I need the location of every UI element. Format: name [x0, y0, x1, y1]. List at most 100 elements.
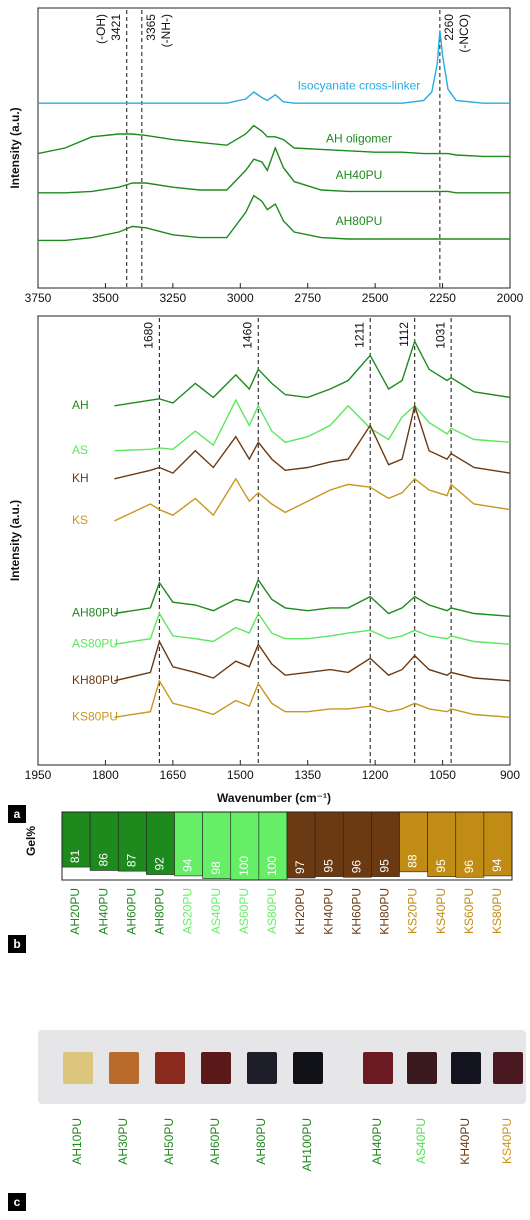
- bar: [371, 811, 400, 877]
- sample-label: AH10PU: [70, 1118, 84, 1165]
- annotation-value: 1680: [142, 322, 156, 349]
- y-axis-label: Gel%: [24, 826, 38, 856]
- spectrum-line: [114, 403, 511, 480]
- bar: [342, 811, 372, 878]
- annotation-note: (-OH): [94, 14, 108, 44]
- x-tick-label: KH40PU: [321, 888, 335, 935]
- sample-label: AS40PU: [414, 1118, 428, 1164]
- x-tick-label: 3000: [227, 291, 254, 305]
- bar-value-label: 81: [68, 849, 82, 863]
- annotation-value: 3365: [144, 14, 158, 41]
- film-sample: [109, 1052, 139, 1084]
- sample-label: AH40PU: [370, 1118, 384, 1165]
- annotation-value: 3421: [109, 14, 123, 41]
- x-tick-label: 3500: [92, 291, 119, 305]
- film-sample: [201, 1052, 231, 1084]
- series-label: KS80PU: [72, 709, 118, 723]
- annotation-note: (-NCO): [457, 14, 471, 53]
- x-tick-label: 1500: [227, 768, 254, 782]
- x-tick-label: 2500: [362, 291, 389, 305]
- spectrum-line: [114, 339, 511, 407]
- x-tick-label: 3250: [160, 291, 187, 305]
- bar-value-label: 88: [406, 854, 420, 868]
- bar-value-label: 94: [181, 858, 195, 872]
- spectrum-line: [38, 30, 510, 104]
- panel-label: c: [14, 1195, 21, 1209]
- spectrum-line: [114, 679, 511, 718]
- spectrum-line: [114, 398, 511, 452]
- x-tick-label: AH80PU: [153, 888, 167, 935]
- x-tick-label: 1800: [92, 768, 119, 782]
- spectrum-line: [114, 611, 511, 645]
- bar: [174, 811, 203, 877]
- spectrum-line: [38, 194, 510, 242]
- bar: [89, 811, 119, 871]
- x-tick-label: 1950: [25, 768, 52, 782]
- film-sample: [363, 1052, 393, 1084]
- panel-label-box: [8, 1193, 26, 1211]
- x-tick-label: KS40PU: [434, 888, 448, 934]
- bar: [455, 811, 485, 878]
- x-tick-label: AS80PU: [265, 888, 279, 934]
- bar: [146, 811, 175, 875]
- photo-background: [38, 1030, 526, 1104]
- spectrum-line: [114, 578, 511, 617]
- sample-label: AH80PU: [254, 1118, 268, 1165]
- x-tick-label: 1200: [362, 768, 389, 782]
- x-tick-label: AS40PU: [209, 888, 223, 934]
- x-tick-label: KH60PU: [349, 888, 363, 935]
- series-label: AH40PU: [336, 168, 383, 182]
- bar-value-label: 86: [96, 853, 110, 867]
- panel-label-box: [8, 805, 26, 823]
- bar-value-label: 97: [293, 860, 307, 874]
- x-tick-label: AH60PU: [124, 888, 138, 935]
- x-tick-label: 1050: [429, 768, 456, 782]
- film-sample: [293, 1052, 323, 1084]
- spectrum-line: [38, 146, 510, 194]
- bar-value-label: 92: [153, 857, 167, 871]
- y-axis-label: Intensity (a.u.): [8, 500, 22, 581]
- sample-label: AH100PU: [300, 1118, 314, 1171]
- series-label: AS: [72, 443, 88, 457]
- annotation-value: 1112: [397, 322, 411, 347]
- plot-frame-outline: [61, 811, 513, 881]
- bar-value-label: 96: [462, 860, 476, 874]
- series-label: Isocyanate cross-linker: [298, 78, 421, 92]
- plot-frame: [37, 7, 511, 289]
- x-tick-label: AS20PU: [181, 888, 195, 934]
- x-tick-label: AH20PU: [68, 888, 82, 935]
- sample-label: AH30PU: [116, 1118, 130, 1165]
- x-tick-label: 2250: [429, 291, 456, 305]
- panel-label: b: [13, 937, 20, 951]
- series-label: KH80PU: [72, 673, 119, 687]
- annotation-value: 2260: [442, 14, 456, 41]
- x-tick-label: 900: [500, 768, 520, 782]
- film-sample: [493, 1052, 523, 1084]
- series-label: AH: [72, 398, 89, 412]
- x-tick-label: 3750: [25, 291, 52, 305]
- sample-label: KH40PU: [458, 1118, 472, 1165]
- series-label: AH80PU: [72, 606, 119, 620]
- bar-value-label: 95: [321, 859, 335, 873]
- spectrum-line: [114, 639, 511, 682]
- panel-label: a: [14, 807, 21, 821]
- series-label: KH: [72, 471, 89, 485]
- series-label: AH oligomer: [326, 132, 392, 146]
- bar-value-label: 96: [349, 860, 363, 874]
- sample-label: KS40PU: [500, 1118, 514, 1164]
- bar-value-label: 100: [265, 856, 279, 876]
- film-sample: [407, 1052, 437, 1084]
- x-tick-label: 1350: [294, 768, 321, 782]
- x-tick-label: AS60PU: [237, 888, 251, 934]
- annotation-value: 1460: [240, 322, 254, 349]
- bar: [314, 811, 344, 877]
- x-tick-label: KS60PU: [462, 888, 476, 934]
- annotation-value: 1211: [352, 322, 366, 348]
- plot-frame: [37, 315, 511, 766]
- series-label: AH80PU: [336, 214, 383, 228]
- spectrum-line: [37, 124, 510, 158]
- film-sample: [63, 1052, 93, 1084]
- annotation-value: 1031: [433, 322, 447, 349]
- x-tick-label: KH20PU: [293, 888, 307, 935]
- bar: [286, 811, 316, 879]
